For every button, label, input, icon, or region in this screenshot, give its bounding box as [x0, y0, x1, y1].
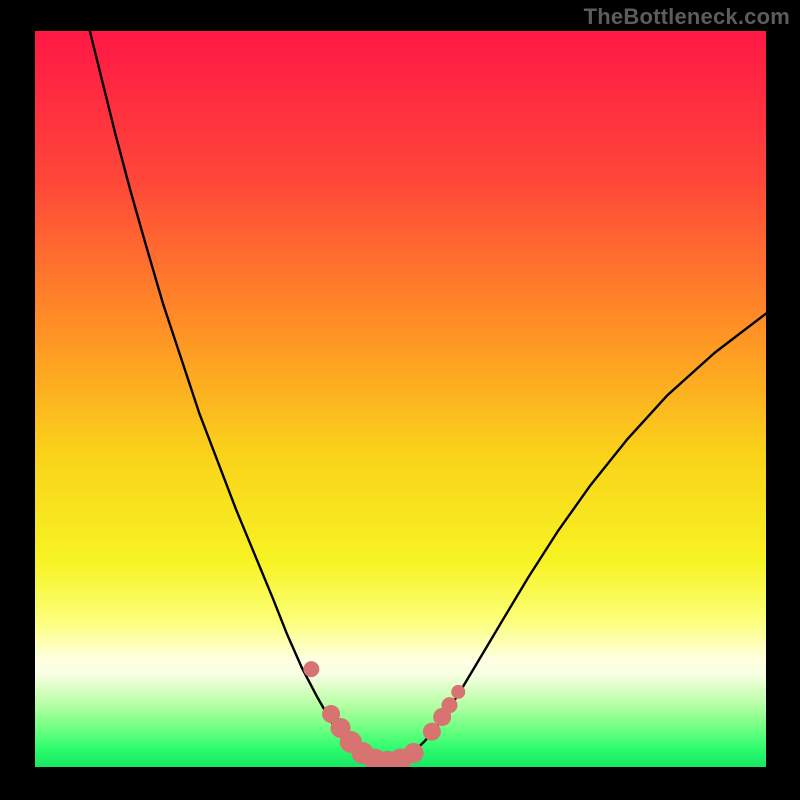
- chart-plot: [35, 31, 766, 767]
- gradient-background: [35, 31, 766, 767]
- watermark-text: TheBottleneck.com: [584, 4, 790, 30]
- curve-marker: [451, 685, 465, 699]
- curve-marker: [423, 723, 441, 741]
- curve-marker: [441, 697, 457, 713]
- curve-marker: [404, 743, 424, 763]
- curve-marker: [303, 661, 319, 677]
- chart-frame: TheBottleneck.com: [0, 0, 800, 800]
